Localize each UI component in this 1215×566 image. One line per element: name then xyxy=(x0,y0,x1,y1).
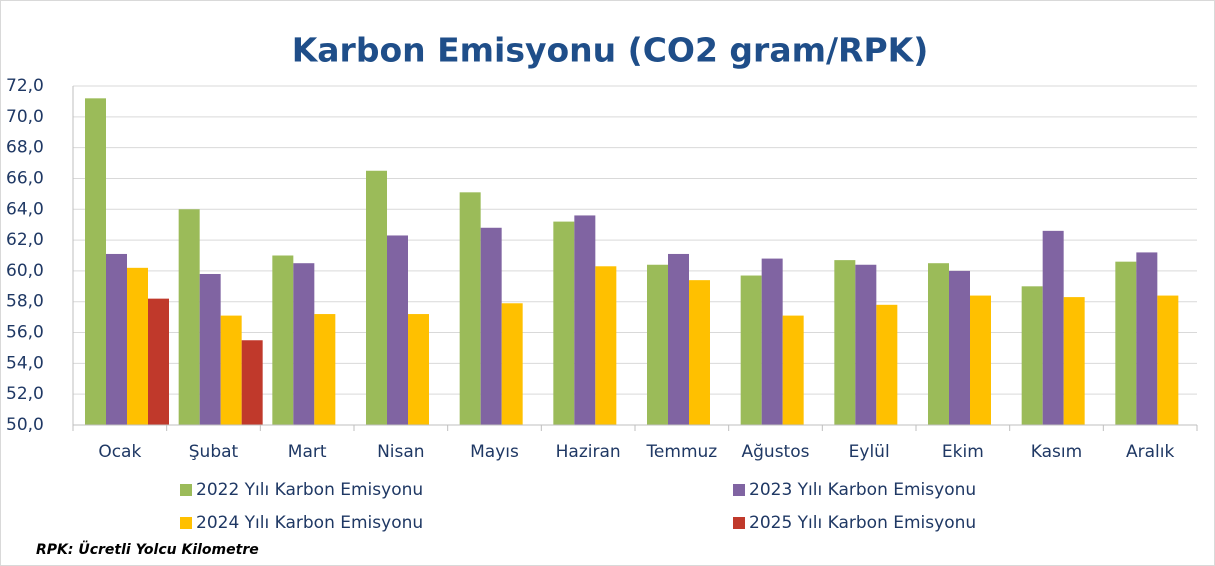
x-tick-label: Temmuz xyxy=(645,442,717,462)
bar xyxy=(970,295,991,425)
legend-swatch xyxy=(180,517,192,529)
legend-label: 2023 Yılı Karbon Emisyonu xyxy=(749,480,976,500)
bar xyxy=(314,314,336,425)
bar xyxy=(1115,261,1137,425)
x-tick-label: Ekim xyxy=(942,442,984,462)
x-tick-label: Eylül xyxy=(849,442,890,462)
y-tick-label: 52,0 xyxy=(6,384,44,404)
bar xyxy=(689,280,710,425)
y-tick-label: 54,0 xyxy=(6,353,44,373)
footnote: RPK: Ücretli Yolcu Kilometre xyxy=(36,540,259,558)
legend-swatch xyxy=(733,484,745,496)
y-tick-label: 50,0 xyxy=(6,415,44,435)
bar xyxy=(595,266,617,425)
bar xyxy=(501,303,523,425)
bar xyxy=(241,340,263,425)
bar xyxy=(85,98,106,425)
y-tick-label: 72,0 xyxy=(6,76,44,96)
y-tick-label: 64,0 xyxy=(6,199,44,219)
bar xyxy=(366,170,387,425)
bar xyxy=(761,258,783,425)
y-tick-label: 56,0 xyxy=(6,323,44,343)
bar xyxy=(199,273,221,425)
y-tick-label: 68,0 xyxy=(6,138,44,158)
bar xyxy=(1042,230,1064,425)
bar xyxy=(148,298,169,425)
legend-label: 2024 Yılı Karbon Emisyonu xyxy=(196,513,423,533)
bar xyxy=(949,270,970,425)
bar xyxy=(574,215,596,425)
bar xyxy=(1063,297,1085,425)
bar xyxy=(855,264,877,425)
x-tick-label: Aralık xyxy=(1126,442,1174,462)
bar xyxy=(1157,295,1179,425)
legend-label: 2025 Yılı Karbon Emisyonu xyxy=(749,513,976,533)
x-tick-label: Şubat xyxy=(189,442,239,462)
chart-title: Karbon Emisyonu (CO2 gram/RPK) xyxy=(292,31,929,70)
bar xyxy=(740,275,762,425)
bar xyxy=(459,192,481,425)
bar xyxy=(387,235,408,425)
bar xyxy=(834,260,856,425)
bar xyxy=(1136,252,1158,425)
y-tick-label: 60,0 xyxy=(6,261,44,281)
bar xyxy=(127,267,148,425)
legend-label: 2022 Yılı Karbon Emisyonu xyxy=(196,480,423,500)
bar xyxy=(647,264,668,425)
bar xyxy=(1021,286,1043,425)
y-tick-label: 66,0 xyxy=(6,168,44,188)
bar xyxy=(106,253,127,425)
x-tick-label: Kasım xyxy=(1031,442,1082,462)
bar xyxy=(668,253,689,425)
bar xyxy=(408,314,429,425)
x-tick-label: Ağustos xyxy=(742,442,810,462)
bar xyxy=(553,221,575,425)
x-tick-label: Mayıs xyxy=(470,442,519,462)
x-tick-label: Mart xyxy=(288,442,327,462)
bar xyxy=(480,227,502,425)
y-tick-label: 58,0 xyxy=(6,292,44,312)
bar xyxy=(272,255,294,425)
y-tick-label: 62,0 xyxy=(6,230,44,250)
legend-swatch xyxy=(733,517,745,529)
x-tick-label: Haziran xyxy=(556,442,621,462)
bar xyxy=(178,209,200,425)
bar xyxy=(876,304,898,425)
legend-swatch xyxy=(180,484,192,496)
bar xyxy=(782,315,804,425)
x-tick-label: Ocak xyxy=(98,442,141,462)
bar xyxy=(220,315,242,425)
bar xyxy=(928,263,949,425)
y-tick-label: 70,0 xyxy=(6,107,44,127)
x-tick-label: Nisan xyxy=(377,442,425,462)
bar xyxy=(293,263,315,425)
